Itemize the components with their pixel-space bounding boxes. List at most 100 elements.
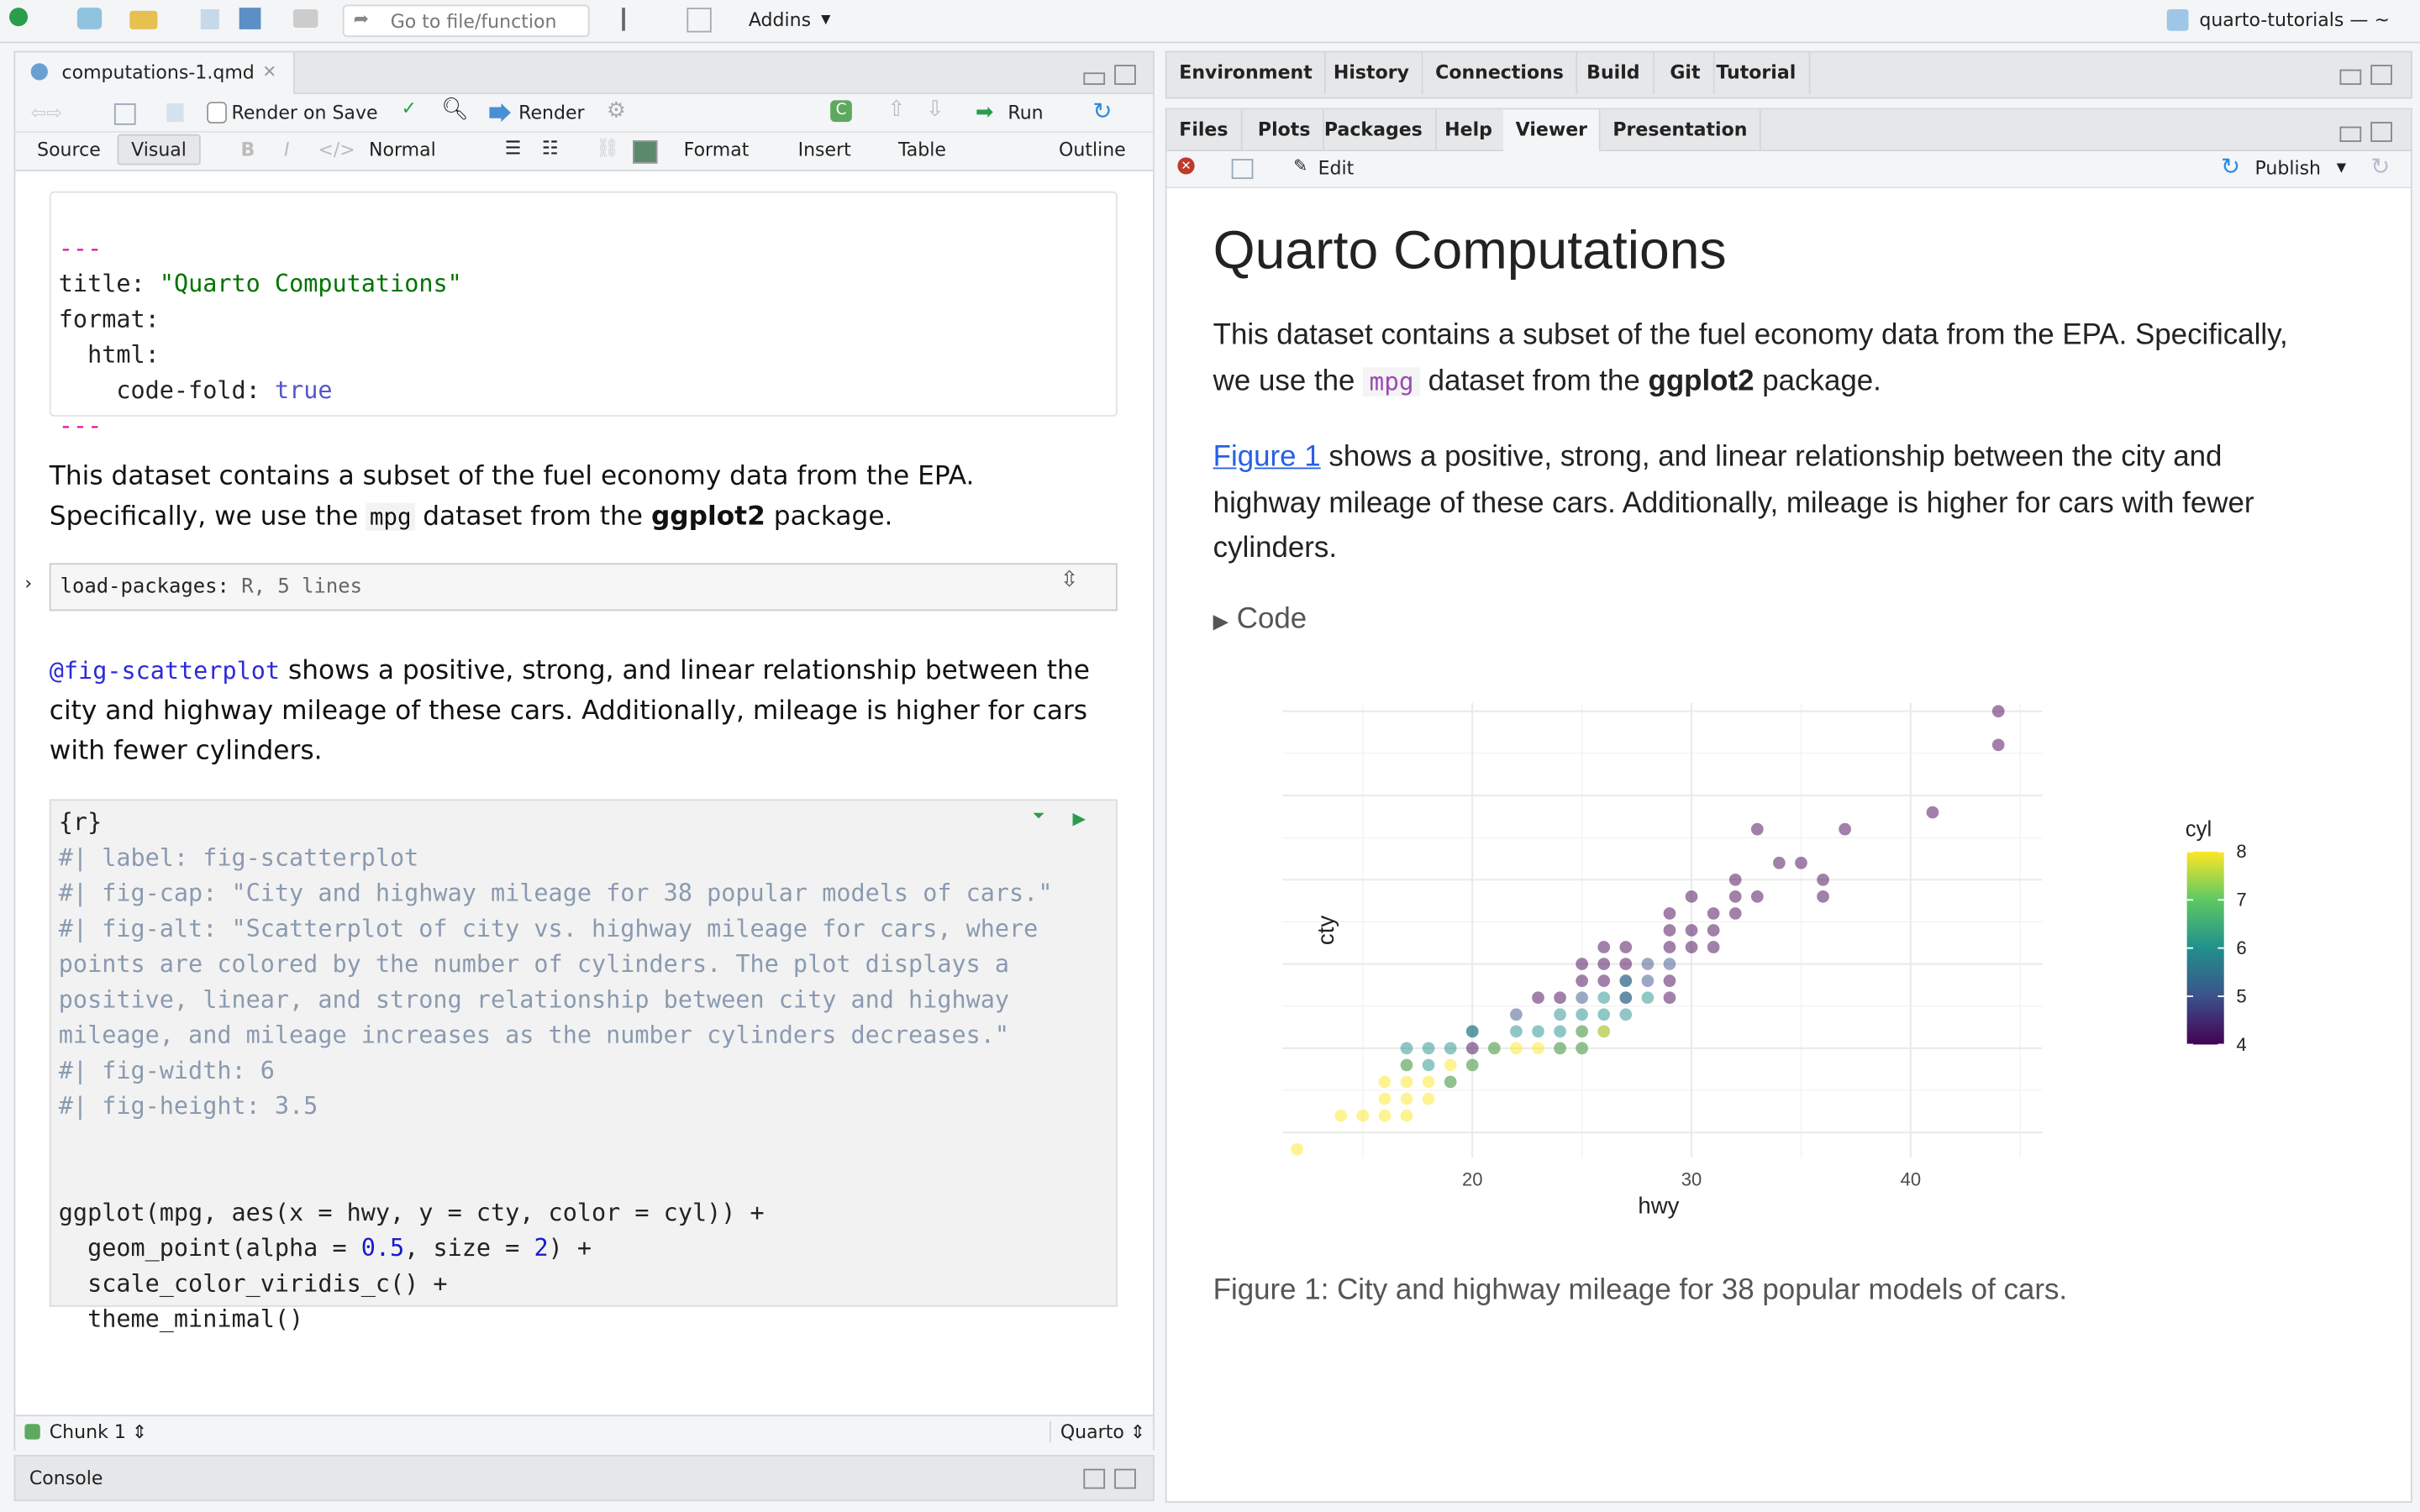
expand-chunk-chevron-icon[interactable]: › <box>24 572 33 595</box>
expand-collapse-icon[interactable]: ⇳ <box>1060 567 1079 593</box>
maximize-pane-icon[interactable] <box>2370 122 2392 142</box>
numbered-list-icon[interactable]: ☷ <box>541 137 559 160</box>
code-chunk[interactable]: ⏷ ▶ {r} #| label: fig-scatterplot #| fig-c… <box>49 799 1118 1333</box>
text-line: city and highway mileage of these cars. … <box>49 696 1088 727</box>
spellcheck-icon[interactable]: ✓ <box>401 97 418 119</box>
data-point <box>1444 1042 1457 1055</box>
source-mode-button[interactable]: Source <box>37 139 101 161</box>
save-icon[interactable] <box>166 103 184 123</box>
search-icon[interactable]: 🔍︎ <box>441 97 469 123</box>
editor-paragraph-1[interactable]: This dataset contains a subset of the fu… <box>50 457 975 538</box>
chunk-navigator[interactable]: Chunk 1 ⇕ <box>49 1420 148 1443</box>
addins-caret-icon[interactable]: ▼ <box>821 12 831 27</box>
code-button[interactable]: </> <box>318 139 355 161</box>
code: , size = <box>404 1234 534 1263</box>
data-point <box>1685 924 1698 937</box>
text: package. <box>1754 365 1881 397</box>
prev-chunk-icon[interactable]: ⇧ <box>887 97 906 123</box>
code-line: {r} <box>58 808 103 837</box>
project-menu[interactable]: quarto-tutorials — ~ <box>2199 9 2390 31</box>
print-icon[interactable] <box>292 9 318 29</box>
bottom-tab-packages[interactable]: Packages <box>1312 109 1437 151</box>
format-menu[interactable]: Format <box>683 139 750 161</box>
render-on-save-checkbox[interactable] <box>207 102 227 123</box>
back-icon[interactable]: ⇦⇨ <box>30 102 62 123</box>
yaml-block[interactable]: --- title: "Quarto Computations" format:… <box>49 191 1118 439</box>
figure-link[interactable]: Figure 1 <box>1213 441 1321 474</box>
restore-pane-icon[interactable] <box>1083 1468 1106 1489</box>
next-chunk-icon[interactable]: ⇩ <box>926 97 944 123</box>
collapsed-chunk[interactable]: load-packages: R, 5 lines ⇳ <box>49 563 1118 612</box>
minimize-pane-icon[interactable] <box>2339 69 2362 86</box>
top-tab-tutorial[interactable]: Tutorial <box>1704 52 1810 95</box>
italic-button[interactable]: I <box>283 139 290 161</box>
show-in-window-icon[interactable] <box>113 103 136 125</box>
block-format-select[interactable]: Normal <box>368 139 436 161</box>
code-line: positive, linear, and strong relationshi… <box>58 985 1010 1014</box>
top-tab-git[interactable]: Git <box>1658 52 1715 95</box>
top-tab-build[interactable]: Build <box>1574 52 1655 95</box>
maximize-pane-icon[interactable] <box>2370 65 2392 86</box>
data-point <box>1400 1109 1413 1122</box>
bottom-tab-viewer[interactable]: Viewer <box>1502 109 1602 153</box>
bullet-list-icon[interactable]: ☰ <box>504 137 522 160</box>
save-all-icon[interactable] <box>239 8 261 29</box>
number: 2 <box>534 1234 549 1263</box>
maximize-pane-icon[interactable] <box>1114 1468 1136 1489</box>
run-chunk-icon[interactable]: ▶ <box>1072 808 1086 829</box>
console-pane[interactable]: Console <box>13 1455 1155 1502</box>
editor-tab-file[interactable]: computations-1.qmd ✕ <box>15 52 295 95</box>
data-point <box>1400 1042 1413 1055</box>
top-tab-connections[interactable]: Connections <box>1423 52 1578 95</box>
environment-pane: Environment History Connections Build Git Tut… <box>1165 50 2412 99</box>
grid-layout-icon[interactable] <box>687 8 712 33</box>
outline-button[interactable]: Outline <box>1058 139 1126 161</box>
publish-icon[interactable]: ↻ <box>1092 97 1113 125</box>
disclosure-triangle-icon: ▶ <box>1213 609 1229 633</box>
insert-menu[interactable]: Insert <box>797 139 851 161</box>
maximize-pane-icon[interactable] <box>1114 65 1136 86</box>
data-point <box>1641 974 1655 987</box>
publish-button[interactable]: Publish <box>2254 157 2322 180</box>
addins-menu[interactable]: Addins <box>748 9 812 31</box>
bold-button[interactable]: B <box>240 139 255 161</box>
insert-chunk-icon[interactable]: C <box>830 100 852 123</box>
visual-mode-button[interactable]: Visual <box>117 134 201 165</box>
code-fold-toggle[interactable]: ▶ Code <box>1213 603 1307 637</box>
settings-gear-icon[interactable]: ⚙ <box>606 98 626 123</box>
render-button[interactable]: Render <box>518 102 585 123</box>
minimize-pane-icon[interactable] <box>1083 72 1106 86</box>
viewer-paragraph-2: Figure 1 shows a positive, strong, and l… <box>1213 435 2254 572</box>
close-tab-icon[interactable]: ✕ <box>262 61 277 82</box>
edit-button[interactable]: Edit <box>1318 157 1355 180</box>
git-icon[interactable] <box>622 8 640 31</box>
top-tab-environment[interactable]: Environment <box>1167 52 1327 95</box>
data-point <box>1378 1075 1392 1089</box>
table-menu[interactable]: Table <box>897 139 946 161</box>
data-point <box>1619 1008 1633 1021</box>
new-project-icon[interactable] <box>76 8 103 29</box>
save-icon[interactable] <box>200 9 219 29</box>
top-tab-history[interactable]: History <box>1321 52 1423 95</box>
open-folder-icon[interactable] <box>129 10 158 29</box>
clear-viewer-icon[interactable]: ✕ <box>1177 157 1195 175</box>
image-icon[interactable] <box>633 140 658 164</box>
publish-caret-icon[interactable]: ▼ <box>2336 160 2347 175</box>
minimize-pane-icon[interactable] <box>2339 126 2362 142</box>
bottom-tab-plots[interactable]: Plots <box>1245 109 1324 151</box>
render-icon <box>489 103 511 123</box>
run-button[interactable]: Run <box>1007 102 1044 123</box>
link-icon[interactable]: ⛓ <box>595 137 619 160</box>
bottom-tab-presentation[interactable]: Presentation <box>1601 109 1761 151</box>
new-file-icon[interactable] <box>9 8 29 27</box>
refresh-icon[interactable]: ↻ <box>2370 152 2391 181</box>
cross-reference[interactable]: @fig-scatterplot <box>49 657 281 685</box>
goto-file-input[interactable]: ➦ Go to file/function <box>342 4 590 38</box>
bottom-tab-files[interactable]: Files <box>1167 109 1243 151</box>
show-in-window-icon[interactable] <box>1231 159 1254 180</box>
file-type-select[interactable]: Quarto ⇕ <box>1049 1420 1145 1443</box>
data-point <box>1991 705 2005 718</box>
bottom-tab-help[interactable]: Help <box>1432 109 1507 151</box>
run-previous-chunks-icon[interactable]: ⏷ <box>1032 808 1045 826</box>
editor-paragraph-2[interactable]: @fig-scatterplot shows a positive, stron… <box>50 651 1090 771</box>
